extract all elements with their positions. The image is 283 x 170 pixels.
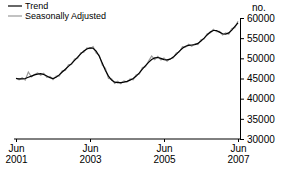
x-tick-label: Jun2007 (227, 143, 250, 165)
x-tick-mark (164, 139, 165, 142)
y-tick: 35000 (240, 114, 275, 125)
y-tick-label: 55000 (247, 33, 275, 44)
chart: 30000 35000 40000 45000 50000 55000 60000no. Ju… (0, 0, 283, 170)
x-tick: Jun2001 (5, 139, 28, 165)
legend-label: Seasonally Adjusted (25, 11, 106, 21)
y-tick: 50000 (240, 53, 275, 64)
y-tick: 40000 (240, 93, 275, 104)
legend: TrendSeasonally Adjusted (8, 1, 106, 21)
y-tick-label: 40000 (247, 93, 275, 104)
y-tick-mark (240, 119, 244, 120)
y-axis-line (241, 19, 245, 140)
y-tick-mark (240, 139, 244, 140)
series-line (16, 23, 238, 83)
legend-label: Trend (25, 1, 48, 11)
x-tick: Jun2003 (79, 139, 102, 165)
y-tick-mark (240, 79, 244, 80)
legend-swatch (8, 5, 22, 6)
plot-area (16, 21, 238, 84)
x-tick: Jun2005 (153, 139, 176, 165)
y-tick-mark (240, 38, 244, 39)
y-tick-label: 30000 (247, 134, 275, 145)
y-tick-label: 35000 (247, 114, 275, 125)
y-tick-label: 60000 (247, 13, 275, 24)
legend-swatch (8, 15, 22, 16)
y-tick-mark (240, 18, 244, 19)
y-tick: 45000 (240, 73, 275, 84)
y-tick-label: 45000 (247, 73, 275, 84)
x-tick-label: Jun2005 (153, 143, 176, 165)
x-tick-label: Jun2003 (79, 143, 102, 165)
y-tick-label: 50000 (247, 53, 275, 64)
y-axis: 30000 35000 40000 45000 50000 55000 60000 (240, 13, 275, 145)
x-tick: Jun2007 (227, 139, 250, 165)
x-axis: Jun2001 Jun2003 Jun2005 Jun2007 (5, 139, 250, 165)
y-tick: 60000 (240, 13, 275, 24)
x-tick-label: Jun2001 (5, 143, 28, 165)
y-axis-title: no. (252, 2, 266, 13)
y-tick: 55000 (240, 33, 275, 44)
x-tick-mark (238, 139, 239, 142)
y-tick-mark (240, 58, 244, 59)
x-tick-mark (90, 139, 91, 142)
x-axis-line (14, 139, 240, 140)
y-tick-mark (240, 99, 244, 100)
series-line (16, 21, 238, 84)
x-tick-mark (16, 139, 17, 142)
